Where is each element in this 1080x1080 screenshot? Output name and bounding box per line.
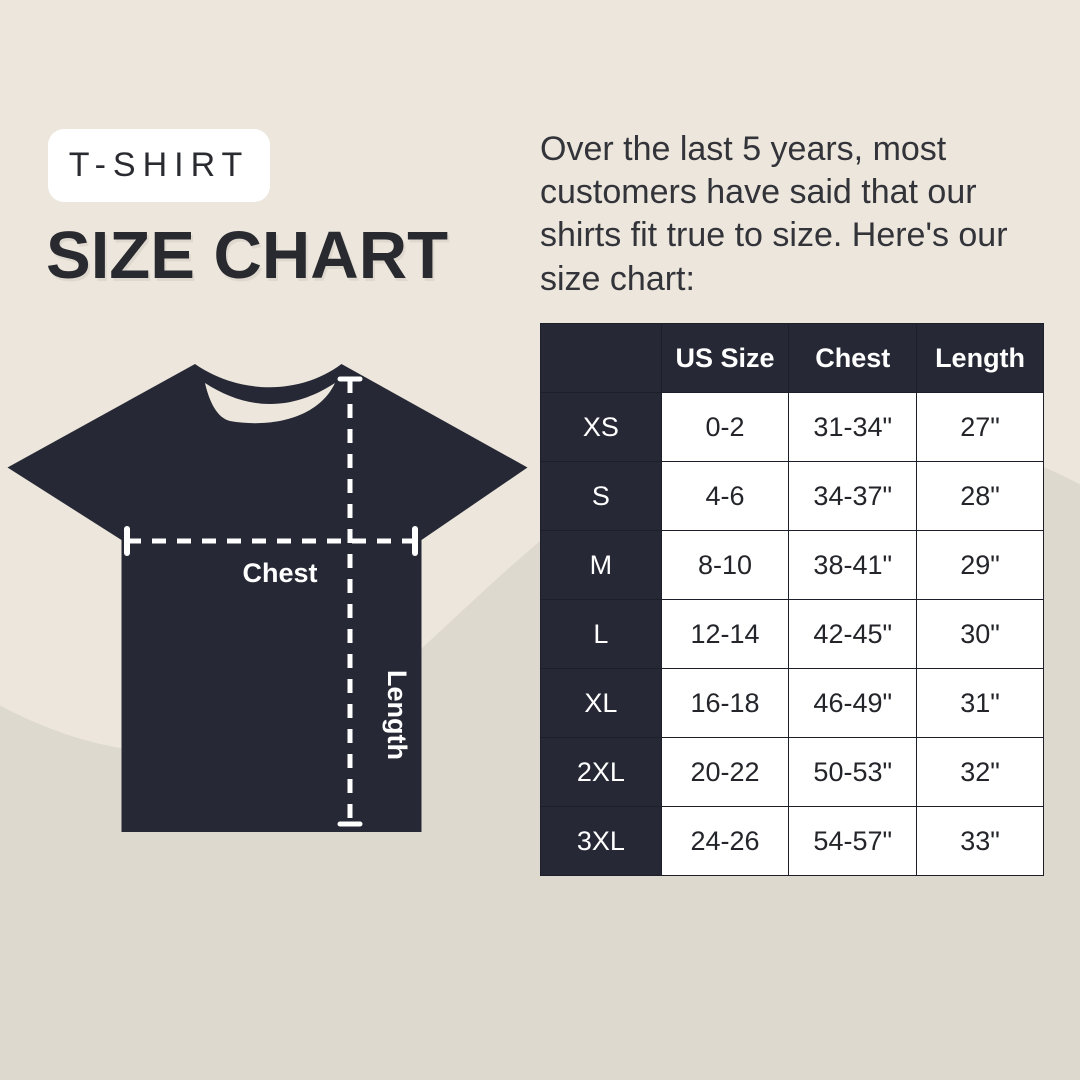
svg-text:Length: Length xyxy=(382,670,412,760)
svg-text:Chest: Chest xyxy=(242,558,317,588)
